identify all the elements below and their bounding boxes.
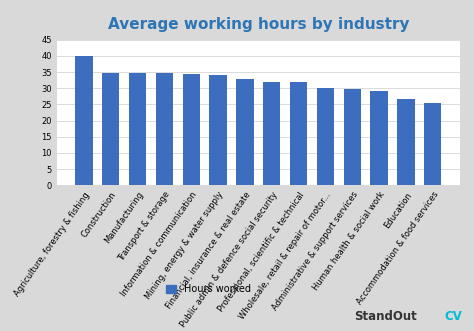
Text: CV: CV <box>444 310 462 323</box>
Legend: Hours worked: Hours worked <box>163 280 255 298</box>
Bar <box>344 89 361 185</box>
Text: StandOut: StandOut <box>355 310 417 323</box>
Bar <box>210 75 227 185</box>
Bar <box>370 91 388 185</box>
Bar <box>129 73 146 185</box>
Bar <box>424 104 441 185</box>
Bar <box>263 82 281 185</box>
Title: Average working hours by industry: Average working hours by industry <box>108 17 409 31</box>
Bar <box>155 73 173 185</box>
Bar <box>182 74 200 185</box>
Bar <box>236 78 254 185</box>
Bar <box>397 99 415 185</box>
Bar <box>317 88 334 185</box>
Bar <box>75 56 92 185</box>
Bar <box>290 82 307 185</box>
Bar <box>102 73 119 185</box>
